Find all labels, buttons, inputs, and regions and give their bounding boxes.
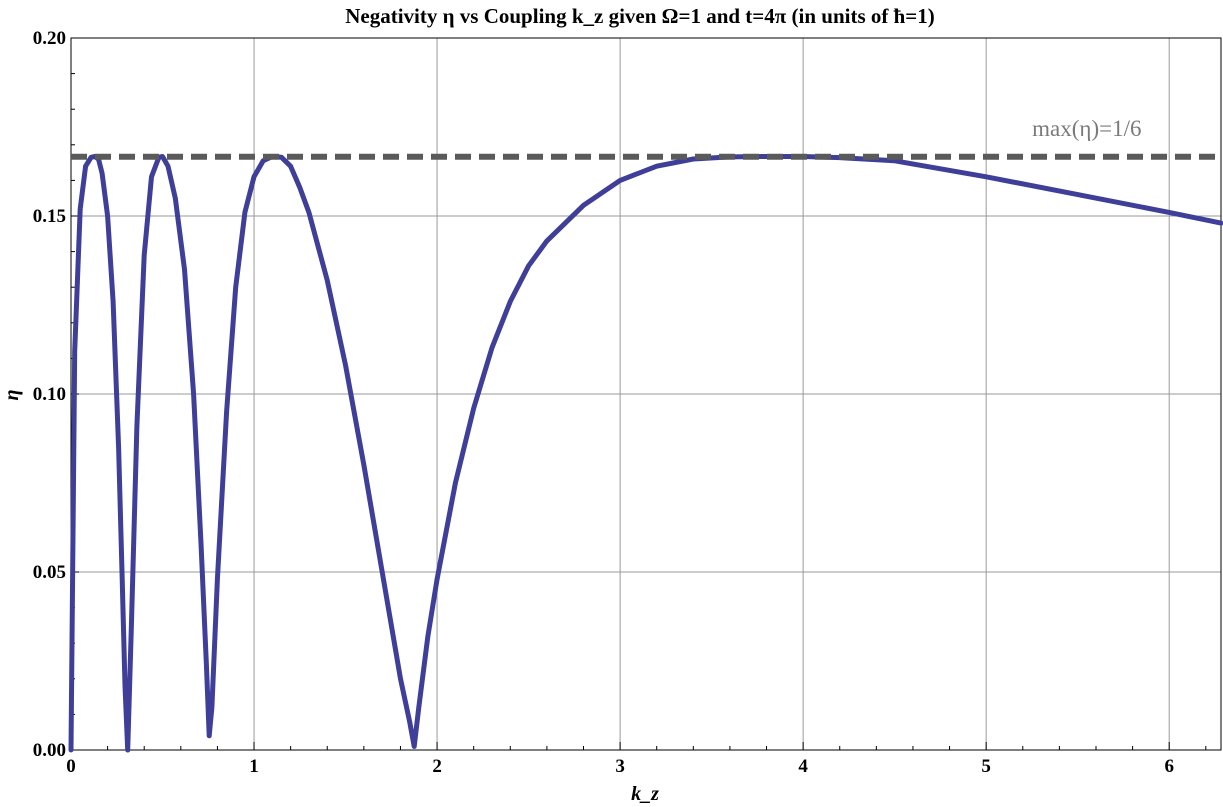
y-tick-label: 0.10: [33, 384, 66, 405]
x-axis-label: k_z: [631, 783, 659, 805]
y-tick-label: 0.05: [33, 562, 66, 583]
series-layer: [68, 153, 1223, 753]
max-eta-annotation: max(η)=1/6: [1032, 116, 1141, 141]
x-tick-label: 3: [615, 756, 625, 777]
y-axis-label: η: [1, 389, 23, 400]
y-tick-label: 0.00: [33, 740, 66, 761]
tick-labels: 0 1 2 3 4 5 6 0.00 0.05 0.10 0.15 0.20: [33, 28, 1174, 777]
x-tick-label: 1: [249, 756, 259, 777]
chart-title: Negativity η vs Coupling k_z given Ω=1 a…: [345, 4, 935, 28]
x-tick-label: 2: [432, 756, 442, 777]
x-tick-label: 0: [66, 756, 76, 777]
annotations: max(η)=1/6: [1032, 116, 1141, 141]
y-tick-label: 0.15: [33, 206, 66, 227]
x-tick-label: 6: [1164, 756, 1174, 777]
x-tick-label: 5: [981, 756, 991, 777]
negativity-curve: [68, 154, 1223, 753]
y-tick-label: 0.20: [33, 28, 66, 49]
grid-lines: [71, 38, 1221, 750]
x-tick-label: 4: [798, 756, 808, 777]
